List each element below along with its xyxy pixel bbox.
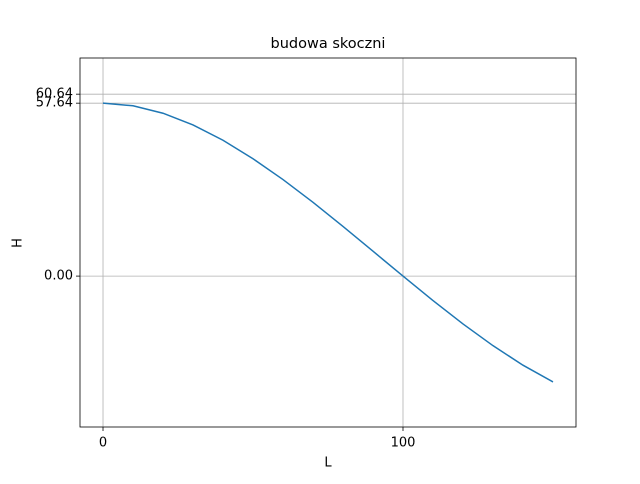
x-tick-label: 0 xyxy=(99,436,107,451)
y-tick-label: 0.00 xyxy=(44,269,73,284)
chart-title: budowa skoczni xyxy=(271,36,386,52)
data-line xyxy=(102,102,554,383)
y-tick-label: 57.64 xyxy=(36,96,73,111)
y-axis-label: H xyxy=(11,238,26,248)
y-tick-label: 60.64 xyxy=(36,87,73,102)
x-axis-label: L xyxy=(324,456,332,471)
plot-frame xyxy=(79,57,577,428)
x-tick-label: 100 xyxy=(391,436,416,451)
